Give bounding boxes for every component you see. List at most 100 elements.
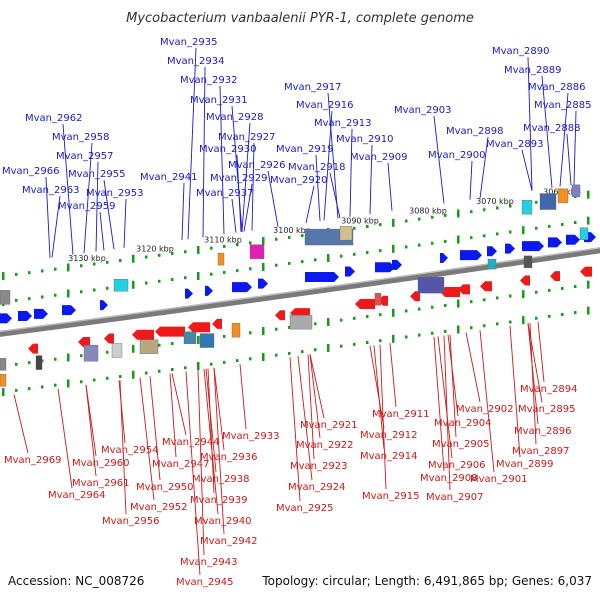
bottom-gene-label: Mvan_2908 (420, 473, 477, 484)
kbp-tick (93, 262, 96, 266)
kbp-tick (522, 316, 525, 325)
top-gene-label: Mvan_2919 (276, 144, 333, 155)
kbp-tick (275, 327, 278, 331)
domain-box (374, 293, 382, 306)
top-leader-line (181, 182, 185, 241)
bottom-leader-line (479, 330, 495, 473)
top-leader-line (219, 85, 225, 235)
kbp-tick (340, 254, 343, 258)
bottom-gene-label: Mvan_2901 (470, 474, 527, 485)
kbp-tick (587, 280, 590, 289)
kbp-tick (132, 254, 135, 263)
bottom-gene-label: Mvan_2939 (190, 495, 247, 506)
kbp-tick (184, 366, 187, 370)
bottom-gene-label: Mvan_2897 (512, 446, 569, 457)
kbp-tick (535, 200, 538, 204)
kbp-tick (314, 258, 317, 262)
kbp-tick (470, 236, 473, 240)
forward-gene-arrow (34, 308, 48, 319)
bottom-gene-label: Mvan_2960 (72, 458, 129, 469)
domain-box (111, 343, 123, 358)
top-gene-label: Mvan_2893 (486, 139, 543, 150)
domain-box (231, 322, 241, 338)
kbp-tick (561, 312, 564, 316)
kbp-tick (561, 222, 564, 226)
kbp-tick (444, 213, 447, 217)
reverse-gene-arrow (78, 337, 90, 348)
reverse-gene-arrow (410, 291, 420, 302)
feature-group (0, 184, 596, 387)
top-gene-label: Mvan_2926 (228, 160, 285, 171)
kbp-label: 3130 kbp (68, 254, 106, 263)
top-leader-line (123, 198, 127, 248)
top-leader-line (479, 136, 489, 199)
bottom-gene-label: Mvan_2924 (288, 482, 345, 493)
kbp-tick (171, 252, 174, 256)
genome-backbone (0, 248, 600, 337)
forward-gene-arrow (566, 234, 580, 245)
kbp-tick (262, 237, 265, 246)
kbp-tick (496, 322, 499, 326)
top-gene-label: Mvan_2934 (167, 56, 224, 67)
kbp-tick (197, 271, 200, 280)
top-leader-line (95, 161, 99, 252)
top-gene-label: Mvan_2959 (58, 201, 115, 212)
kbp-tick (197, 245, 200, 254)
kbp-tick (483, 298, 486, 302)
bottom-leader-line (437, 336, 453, 459)
kbp-tick (119, 259, 122, 263)
kbp-tick (106, 376, 109, 380)
kbp-tick (288, 235, 291, 239)
kbp-tick (574, 311, 577, 315)
kbp-tick (509, 204, 512, 208)
top-gene-label: Mvan_2900 (428, 150, 485, 161)
kbp-tick (457, 299, 460, 308)
domain-box (539, 193, 557, 210)
top-gene-label: Mvan_2958 (52, 132, 109, 143)
kbp-tick (158, 279, 161, 283)
bottom-gene-label: Mvan_2904 (434, 418, 491, 429)
top-gene-label: Mvan_2927 (218, 132, 275, 143)
kbp-tick (67, 263, 70, 272)
top-leader-line (241, 122, 251, 232)
kbp-tick (145, 371, 148, 375)
kbp-tick (132, 280, 135, 289)
bottom-gene-label: Mvan_2905 (432, 439, 489, 450)
bottom-leader-line (465, 332, 481, 403)
kbp-tick (2, 388, 5, 397)
bottom-leader-line (85, 384, 97, 477)
top-leader-lines (45, 47, 577, 258)
kbp-tick (80, 380, 83, 384)
top-gene-label: Mvan_2888 (523, 123, 580, 134)
kbp-tick (353, 316, 356, 320)
top-gene-label: Mvan_2941 (140, 172, 197, 183)
forward-gene-arrow (548, 237, 562, 248)
reverse-gene-arrow (480, 281, 492, 292)
kbp-tick (15, 362, 18, 366)
domain-box (217, 252, 225, 266)
top-leader-line (387, 162, 393, 211)
kbp-tick (145, 281, 148, 285)
bottom-gene-label: Mvan_2896 (514, 426, 571, 437)
bottom-leader-line (289, 357, 301, 502)
bottom-leader-line (309, 354, 325, 419)
kbp-tick (405, 335, 408, 339)
bottom-gene-label: Mvan_2933 (222, 431, 279, 442)
forward-gene-arrow (345, 266, 355, 277)
kbp-tick (509, 320, 512, 324)
top-gene-label: Mvan_2966 (2, 166, 59, 177)
kbp-tick (236, 359, 239, 363)
kbp-tick (158, 343, 161, 347)
kbp-tick (574, 285, 577, 289)
kbp-tick (223, 360, 226, 364)
top-leader-line (236, 154, 242, 232)
reverse-gene-arrow (458, 284, 470, 295)
kbp-tick (457, 235, 460, 244)
kbp-tick (171, 368, 174, 372)
reverse-gene-arrow (355, 299, 375, 310)
kbp-tick (249, 331, 252, 335)
bottom-leader-line (389, 343, 397, 408)
top-gene-label: Mvan_2889 (504, 65, 561, 76)
kbp-label: 3120 kbp (136, 245, 174, 254)
kbp-tick (418, 217, 421, 221)
